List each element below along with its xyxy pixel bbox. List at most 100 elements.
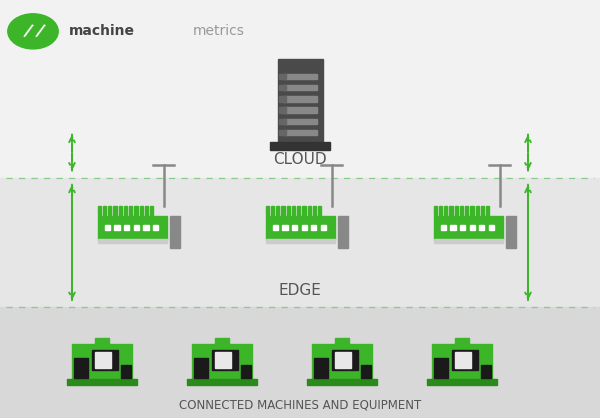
Bar <box>314 358 328 378</box>
Bar <box>479 225 485 230</box>
Text: CONNECTED MACHINES AND EQUIPMENT: CONNECTED MACHINES AND EQUIPMENT <box>179 399 421 412</box>
Bar <box>320 225 326 230</box>
Bar <box>280 96 286 102</box>
Bar <box>280 130 286 135</box>
Text: /: / <box>34 22 46 41</box>
Bar <box>105 225 110 230</box>
Bar <box>103 206 106 216</box>
Bar <box>450 225 456 230</box>
Text: /: / <box>22 22 34 41</box>
Bar <box>488 225 494 230</box>
Bar <box>283 96 317 102</box>
Bar <box>439 206 442 216</box>
Bar <box>283 130 317 135</box>
Bar <box>121 365 131 378</box>
Bar <box>124 225 130 230</box>
Bar <box>297 206 301 216</box>
Bar <box>119 206 122 216</box>
Bar <box>283 225 288 230</box>
Bar <box>134 206 137 216</box>
Text: EDGE: EDGE <box>278 283 322 298</box>
Bar <box>280 74 286 79</box>
Bar <box>212 350 238 370</box>
Bar <box>433 206 437 216</box>
Bar <box>265 216 335 240</box>
Bar <box>114 225 120 230</box>
Text: machine: machine <box>69 24 135 38</box>
Bar <box>283 107 317 113</box>
Bar <box>455 352 471 368</box>
Bar <box>292 225 298 230</box>
Bar <box>455 338 469 344</box>
Bar <box>152 225 158 230</box>
Bar <box>134 225 139 230</box>
Bar <box>280 119 286 124</box>
Bar <box>0 0 600 178</box>
Bar <box>449 206 452 216</box>
Bar <box>302 225 307 230</box>
Bar <box>318 206 322 216</box>
Bar <box>170 216 181 248</box>
Bar <box>187 380 257 385</box>
Bar <box>427 380 497 385</box>
Bar <box>432 344 492 380</box>
Bar <box>281 206 284 216</box>
Bar <box>145 206 148 216</box>
Bar <box>292 206 295 216</box>
Bar <box>476 206 479 216</box>
Bar <box>460 206 463 216</box>
Bar <box>433 216 503 240</box>
Bar <box>241 365 251 378</box>
Bar <box>460 225 466 230</box>
Bar <box>0 178 600 307</box>
Bar <box>444 206 448 216</box>
Bar <box>332 350 358 370</box>
Bar <box>108 206 112 216</box>
Bar <box>452 350 478 370</box>
Bar <box>307 380 377 385</box>
Bar <box>97 206 101 216</box>
Bar <box>455 206 458 216</box>
Bar <box>95 338 109 344</box>
Bar <box>335 352 351 368</box>
Bar <box>283 119 317 124</box>
Bar <box>140 206 143 216</box>
Bar <box>272 225 278 230</box>
Bar <box>470 206 473 216</box>
Bar <box>287 206 290 216</box>
Bar <box>97 216 167 240</box>
Bar <box>312 344 372 380</box>
Bar <box>313 206 316 216</box>
Bar <box>271 142 330 150</box>
Bar <box>113 206 116 216</box>
Bar <box>505 216 516 248</box>
Bar <box>280 85 286 90</box>
Bar <box>465 206 469 216</box>
Bar <box>308 206 311 216</box>
Bar <box>486 206 490 216</box>
Bar <box>283 85 317 90</box>
Bar <box>470 225 475 230</box>
Bar <box>337 216 348 248</box>
Bar <box>97 239 167 243</box>
Bar <box>271 206 274 216</box>
Bar <box>361 365 371 378</box>
Bar <box>335 338 349 344</box>
Bar <box>265 239 335 243</box>
Circle shape <box>8 14 58 49</box>
Bar <box>150 206 154 216</box>
Bar <box>283 74 317 79</box>
Bar <box>265 206 269 216</box>
Bar <box>192 344 252 380</box>
Bar <box>95 352 111 368</box>
Text: metrics: metrics <box>193 24 244 38</box>
Bar <box>434 358 448 378</box>
Bar <box>311 225 317 230</box>
Bar <box>481 365 491 378</box>
Bar <box>72 344 132 380</box>
Bar <box>441 225 446 230</box>
Bar <box>215 352 231 368</box>
Bar <box>215 338 229 344</box>
Bar <box>194 358 208 378</box>
Bar <box>280 107 286 113</box>
